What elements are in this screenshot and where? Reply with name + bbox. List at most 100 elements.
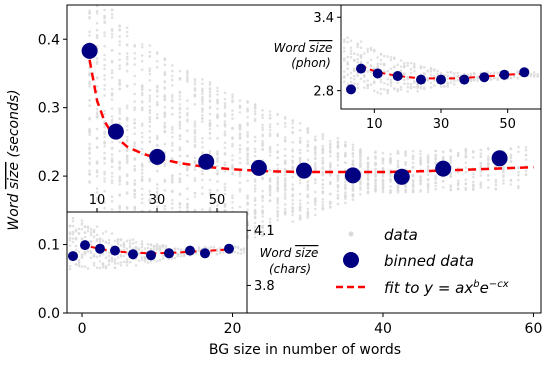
background-data-point	[464, 149, 468, 152]
background-data-point	[446, 71, 450, 74]
background-data-point	[344, 180, 347, 184]
background-data-point	[88, 157, 91, 160]
background-data-point	[453, 72, 456, 75]
background-data-point	[107, 238, 111, 242]
background-data-point	[193, 177, 197, 180]
background-data-point	[413, 62, 416, 65]
background-data-point	[163, 57, 167, 60]
background-data-point	[489, 72, 493, 75]
binned-data-point	[198, 153, 215, 170]
background-data-point	[104, 256, 108, 260]
background-data-point	[374, 185, 377, 188]
background-data-point	[373, 89, 376, 93]
background-data-point	[179, 248, 183, 251]
background-data-point	[298, 205, 302, 209]
background-data-point	[439, 71, 443, 75]
background-data-point	[426, 154, 430, 157]
background-data-point	[379, 53, 383, 56]
background-data-point	[343, 59, 346, 62]
background-data-point	[131, 238, 135, 241]
background-data-point	[464, 154, 468, 158]
background-data-point	[125, 247, 129, 251]
background-data-point	[261, 226, 264, 229]
background-data-point	[321, 159, 325, 163]
background-data-point	[479, 174, 483, 177]
background-data-point	[208, 132, 212, 135]
background-data-point	[193, 140, 197, 143]
background-data-point	[298, 161, 302, 164]
background-data-point	[216, 152, 219, 156]
background-data-point	[381, 167, 385, 171]
background-data-point	[178, 146, 182, 149]
background-data-point	[291, 166, 295, 169]
binned-data-point	[344, 167, 361, 184]
background-data-point	[148, 209, 152, 212]
background-data-point	[209, 245, 213, 249]
background-data-point	[509, 160, 513, 164]
background-data-point	[349, 49, 353, 53]
background-data-point	[171, 112, 174, 116]
background-data-point	[343, 40, 346, 43]
background-data-point	[329, 180, 332, 184]
background-data-point	[178, 148, 182, 152]
background-data-point	[118, 81, 121, 85]
background-data-point	[238, 127, 242, 131]
background-data-point	[469, 78, 473, 82]
background-data-point	[148, 111, 152, 115]
background-data-point	[171, 174, 174, 178]
background-data-point	[434, 184, 438, 188]
background-data-point	[439, 85, 443, 88]
background-data-point	[155, 243, 159, 246]
background-data-point	[140, 124, 144, 127]
background-data-point	[381, 188, 385, 192]
background-data-point	[321, 190, 325, 193]
y-tick-label: 3.4	[313, 11, 334, 26]
background-data-point	[110, 16, 114, 19]
background-data-point	[152, 245, 156, 248]
background-data-point	[517, 173, 520, 177]
background-data-point	[423, 65, 426, 69]
background-data-point	[178, 69, 182, 73]
background-data-point	[283, 192, 287, 195]
background-data-point	[374, 162, 377, 165]
background-data-point	[122, 245, 126, 249]
background-data-point	[389, 189, 392, 192]
background-data-point	[103, 112, 106, 116]
background-data-point	[186, 112, 189, 115]
background-data-point	[411, 174, 415, 178]
background-data-point	[171, 198, 174, 202]
background-data-point	[411, 157, 415, 161]
background-data-point	[171, 131, 174, 134]
background-data-point	[148, 50, 152, 54]
background-data-point	[193, 103, 197, 106]
background-data-point	[216, 89, 219, 93]
background-data-point	[246, 121, 249, 125]
background-data-point	[140, 201, 144, 205]
background-data-point	[133, 106, 136, 109]
x-tick-label: 30	[149, 193, 166, 208]
background-data-point	[113, 260, 117, 264]
background-data-point	[283, 122, 287, 125]
background-data-point	[95, 255, 99, 259]
background-data-point	[137, 259, 141, 263]
background-data-point	[426, 156, 430, 159]
background-data-point	[110, 92, 114, 96]
background-data-point	[92, 228, 96, 232]
background-data-point	[268, 150, 272, 154]
background-data-point	[379, 92, 383, 96]
background-data-point	[413, 79, 416, 83]
background-data-point	[231, 95, 234, 99]
background-data-point	[509, 179, 513, 182]
background-data-point	[110, 208, 114, 211]
background-data-point	[95, 171, 99, 174]
background-data-point	[80, 228, 84, 231]
background-data-point	[88, 152, 91, 155]
background-data-point	[351, 188, 355, 191]
background-data-point	[140, 187, 144, 191]
background-data-point	[321, 137, 325, 141]
background-data-point	[356, 86, 360, 90]
background-data-point	[413, 64, 416, 67]
background-data-point	[140, 108, 144, 112]
background-data-point	[306, 180, 310, 183]
background-data-point	[434, 153, 438, 157]
